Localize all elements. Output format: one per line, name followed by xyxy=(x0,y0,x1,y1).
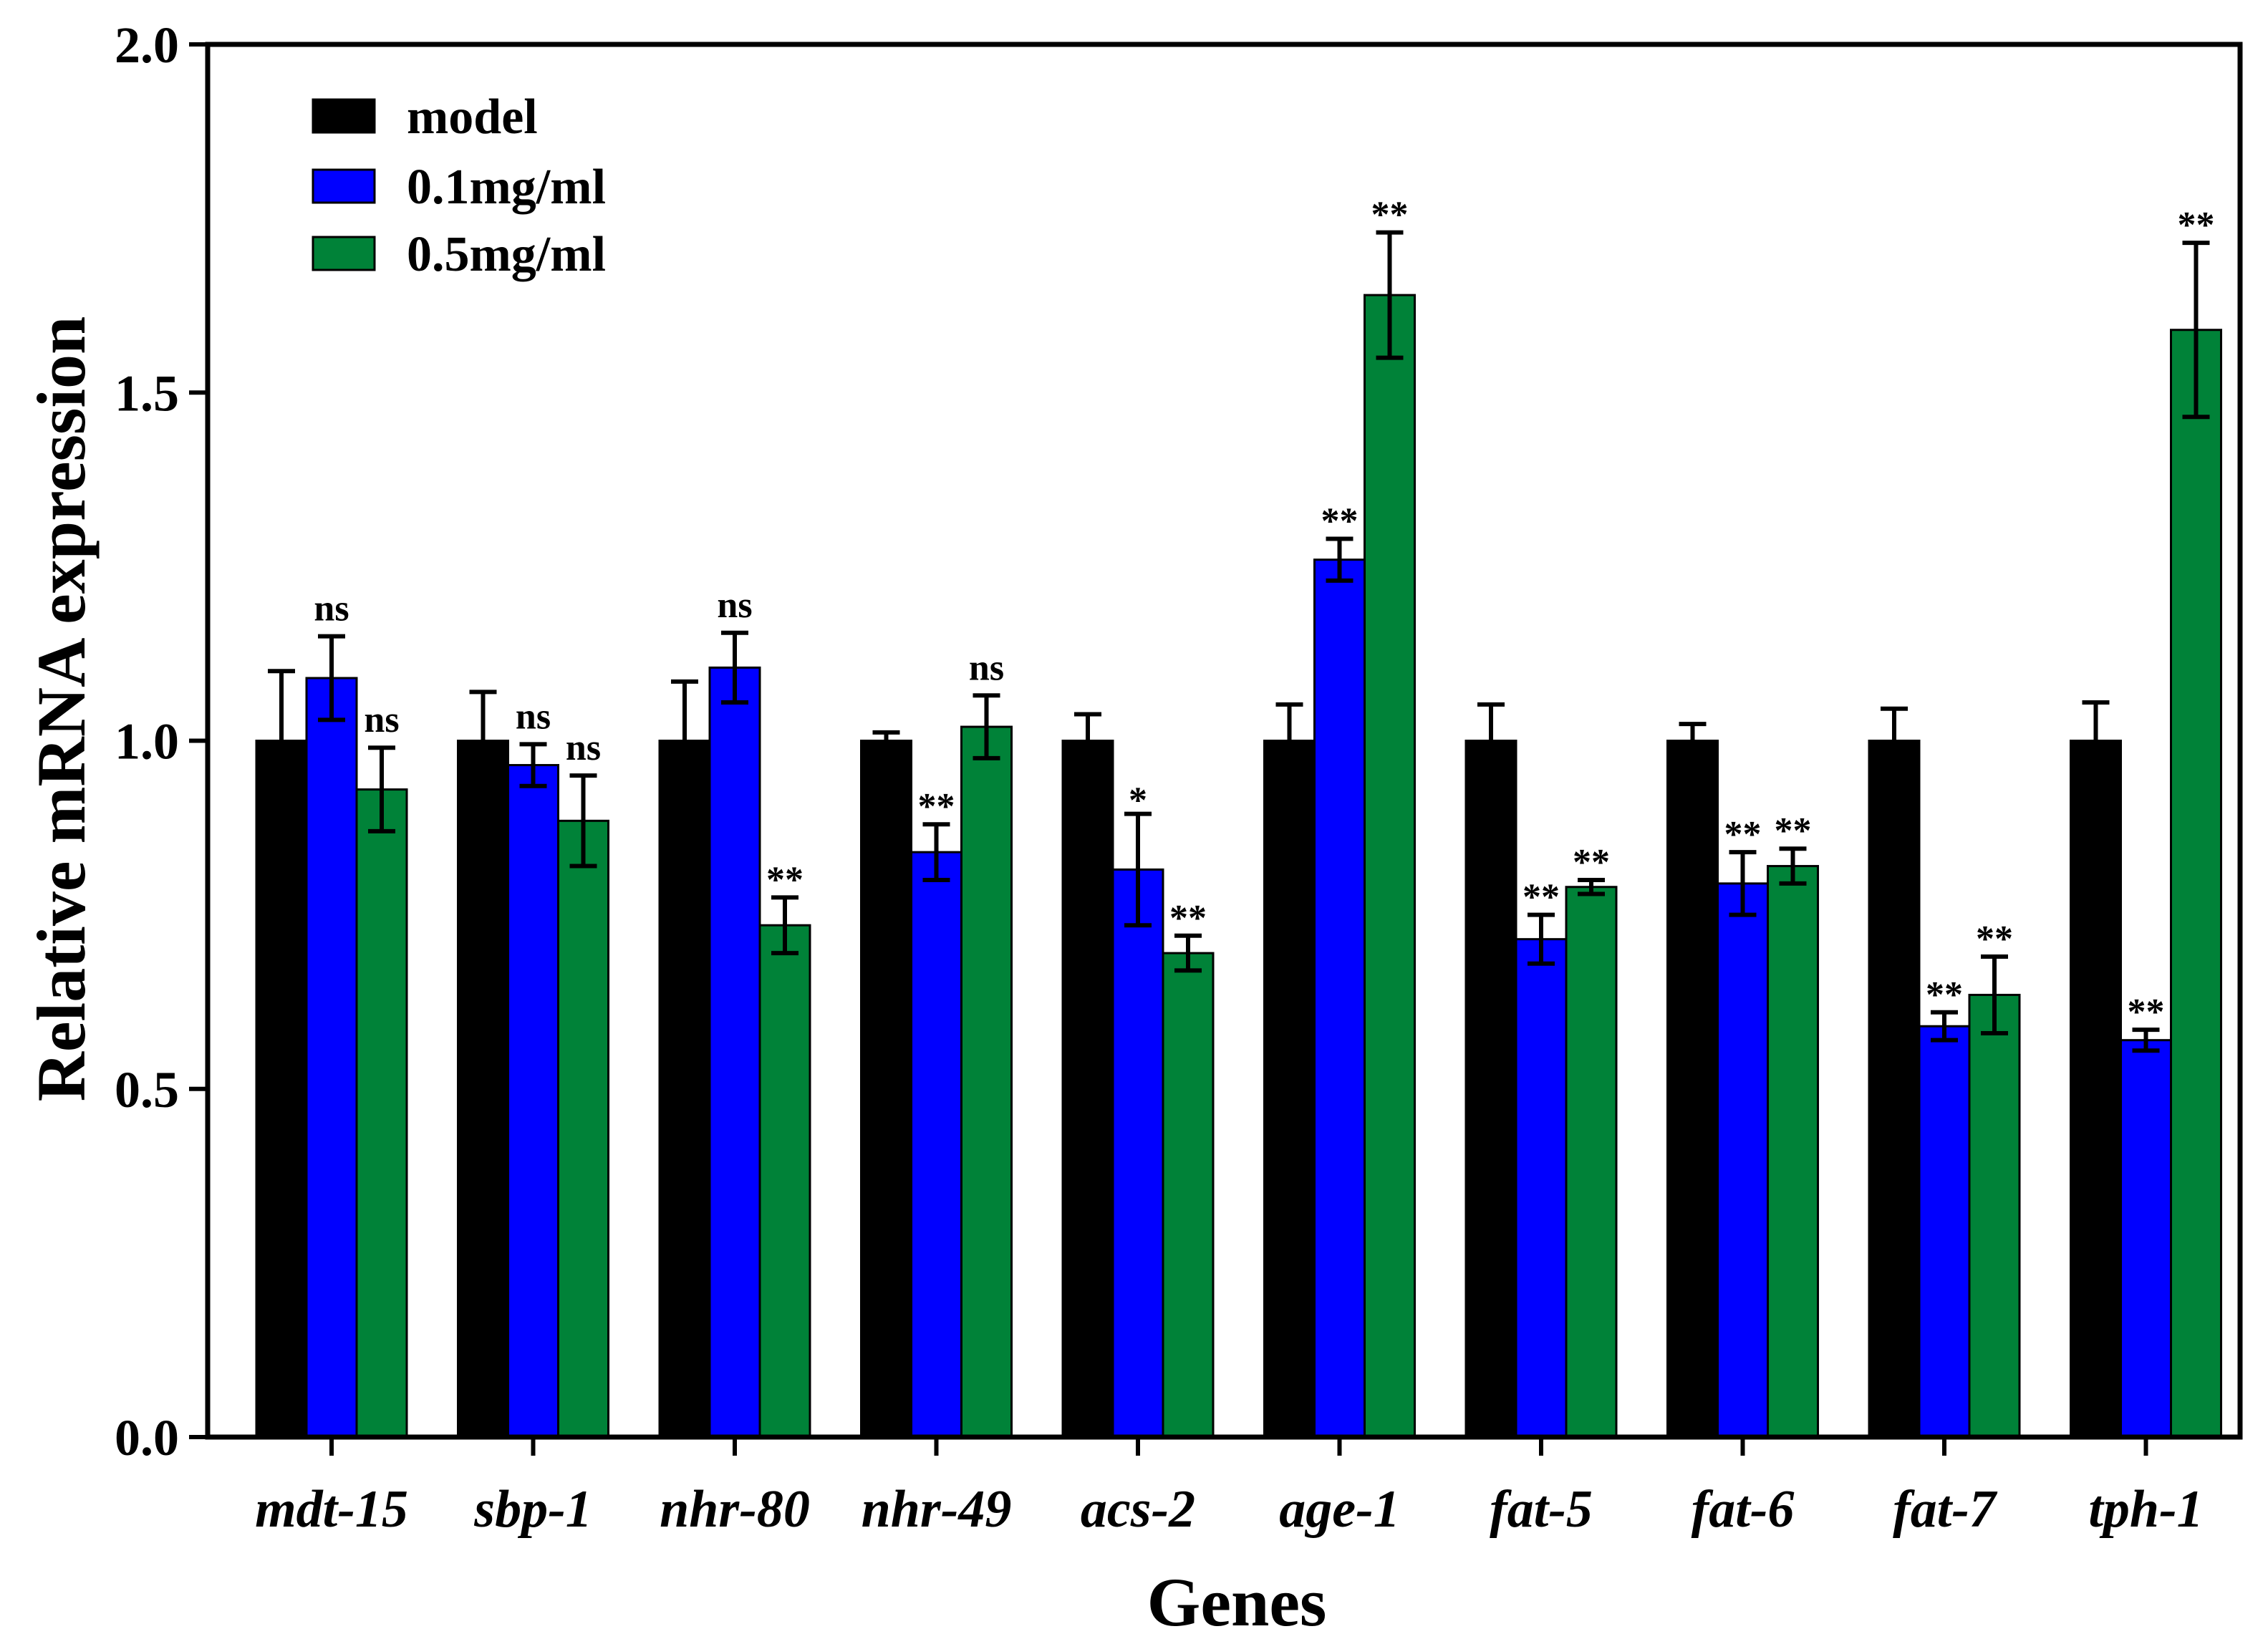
x-tick-label-fat-6: fat-6 xyxy=(1692,1480,1795,1539)
x-tick-label-fat-5: fat-5 xyxy=(1490,1480,1593,1539)
bar-fat-7-0.5mg/ml xyxy=(1968,993,2021,1438)
legend-swatch-0.5mg/ml xyxy=(312,236,376,271)
y-tick-label-0.5: 0.5 xyxy=(115,1061,179,1118)
x-tick-label-nhr-49: nhr-49 xyxy=(862,1480,1012,1539)
bar-nhr-80-0.5mg/ml xyxy=(758,924,811,1438)
bar-mdt-15-model xyxy=(255,740,308,1438)
significance-age-1-0.1mg/ml: ** xyxy=(1321,501,1359,541)
legend-swatch-model xyxy=(312,98,376,134)
significance-mdt-15-0.1mg/ml: ns xyxy=(314,589,349,629)
y-axis-title: Relative mRNA expression xyxy=(23,316,100,1102)
bar-acs-2-model xyxy=(1061,740,1114,1438)
significance-tph-1-0.1mg/ml: ** xyxy=(2128,992,2165,1033)
legend-swatch-0.1mg/ml xyxy=(312,168,376,204)
x-tick-label-mdt-15: mdt-15 xyxy=(255,1480,408,1539)
x-tick-label-acs-2: acs-2 xyxy=(1081,1480,1195,1539)
significance-fat-5-0.5mg/ml: ** xyxy=(1573,842,1610,883)
bar-fat-6-0.1mg/ml xyxy=(1717,882,1769,1438)
bar-acs-2-0.5mg/ml xyxy=(1162,952,1215,1438)
y-tick-label-0.0: 0.0 xyxy=(115,1409,179,1466)
bar-mdt-15-0.1mg/ml xyxy=(305,677,358,1438)
bar-sbp-1-0.5mg/ml xyxy=(557,819,609,1438)
bar-tph-1-model xyxy=(2070,740,2122,1438)
bar-fat-6-0.5mg/ml xyxy=(1767,865,1819,1438)
x-tick-label-sbp-1: sbp-1 xyxy=(473,1480,592,1539)
legend-label-0.5mg/ml: 0.5mg/ml xyxy=(407,227,606,282)
legend-label-model: model xyxy=(407,90,538,145)
axes-layer: mdt-15 sbp-1 nhr-80 nhr-49 acs-2 age-1 fat-5 fa… xyxy=(23,16,2243,1640)
x-tick-label-fat-7: fat-7 xyxy=(1893,1480,1998,1539)
bars-layer xyxy=(255,294,2222,1438)
bar-mdt-15-0.5mg/ml xyxy=(355,788,408,1438)
y-tick-label-1.5: 1.5 xyxy=(115,364,179,422)
bar-fat-5-0.5mg/ml xyxy=(1565,886,1618,1438)
bar-fat-5-model xyxy=(1464,740,1517,1438)
bar-fat-7-model xyxy=(1868,740,1921,1438)
significance-acs-2-0.5mg/ml: ** xyxy=(1169,898,1207,939)
bar-sbp-1-0.1mg/ml xyxy=(507,764,559,1438)
bar-sbp-1-model xyxy=(457,740,509,1438)
x-tick-label-tph-1: tph-1 xyxy=(2088,1480,2203,1539)
significance-fat-7-0.1mg/ml: ** xyxy=(1926,975,1963,1015)
significance-fat-6-0.5mg/ml: ** xyxy=(1775,811,1812,851)
bar-age-1-0.1mg/ml xyxy=(1313,559,1366,1438)
significance-sbp-1-0.1mg/ml: ns xyxy=(516,696,551,737)
significance-fat-6-0.1mg/ml: ** xyxy=(1724,814,1762,855)
x-tick-label-nhr-80: nhr-80 xyxy=(660,1480,810,1539)
bar-age-1-0.5mg/ml xyxy=(1364,294,1416,1438)
significance-sbp-1-0.5mg/ml: ns xyxy=(566,727,601,768)
y-tick-label-1.0: 1.0 xyxy=(115,713,179,770)
bar-tph-1-0.1mg/ml xyxy=(2120,1039,2172,1438)
significance-tph-1-0.5mg/ml: ** xyxy=(2178,205,2215,246)
significance-nhr-49-0.5mg/ml: ns xyxy=(969,647,1004,688)
significance-age-1-0.5mg/ml: ** xyxy=(1371,195,1409,236)
bar-acs-2-0.1mg/ml xyxy=(1111,868,1164,1438)
error-bars-layer xyxy=(268,230,2210,1053)
bar-nhr-49-0.5mg/ml xyxy=(960,725,1013,1438)
legend-label-0.1mg/ml: 0.1mg/ml xyxy=(407,160,606,215)
significance-nhr-49-0.1mg/ml: ** xyxy=(918,786,955,827)
bar-nhr-49-0.1mg/ml xyxy=(910,851,962,1438)
significance-fat-7-0.5mg/ml: ** xyxy=(1976,919,2013,959)
bar-fat-5-0.1mg/ml xyxy=(1515,938,1568,1438)
significance-nhr-80-0.1mg/ml: ns xyxy=(717,585,752,626)
y-tick-label-2.0: 2.0 xyxy=(115,16,179,74)
legend: model 0.1mg/ml 0.5mg/ml xyxy=(312,90,606,282)
bar-fat-7-0.1mg/ml xyxy=(1918,1025,1971,1438)
bar-nhr-49-model xyxy=(860,740,912,1438)
bar-nhr-80-0.1mg/ml xyxy=(708,666,761,1438)
significance-mdt-15-0.5mg/ml: ns xyxy=(364,700,399,740)
significance-acs-2-0.1mg/ml: * xyxy=(1129,780,1147,821)
x-tick-label-age-1: age-1 xyxy=(1279,1480,1400,1539)
significance-fat-5-0.1mg/ml: ** xyxy=(1523,877,1560,918)
bar-tph-1-0.5mg/ml xyxy=(2170,329,2222,1438)
bar-nhr-80-model xyxy=(658,740,711,1438)
significance-nhr-80-0.5mg/ml: ** xyxy=(766,859,804,900)
bar-age-1-model xyxy=(1263,740,1316,1438)
x-axis-title: Genes xyxy=(1147,1564,1327,1640)
bar-fat-6-model xyxy=(1666,740,1719,1438)
